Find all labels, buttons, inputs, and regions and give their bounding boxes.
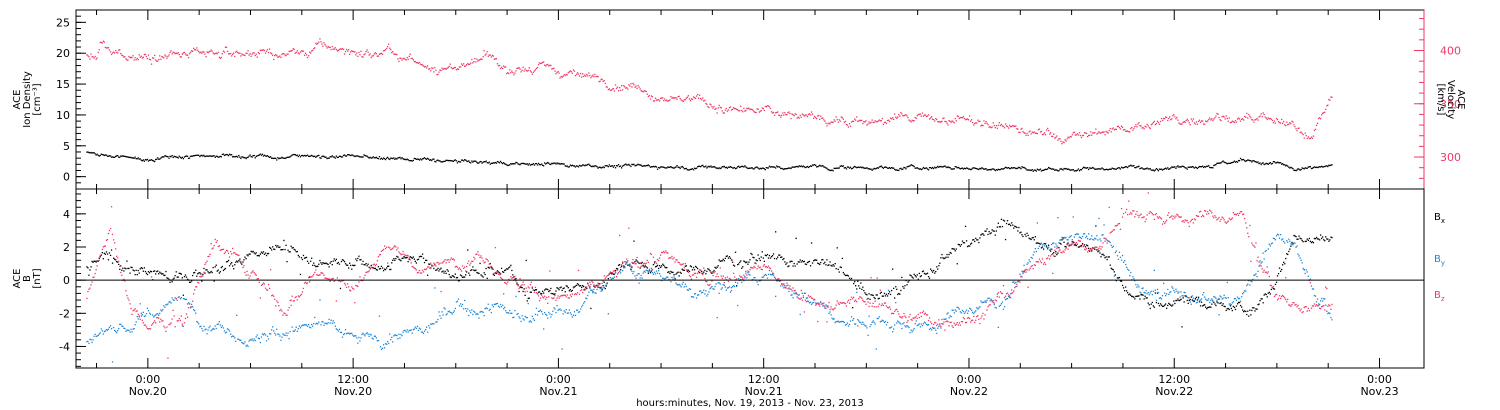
x-tick-time-label: 0:00 bbox=[957, 373, 982, 386]
x-tick-time-label: 12:00 bbox=[1158, 373, 1190, 386]
y-tick-label: 20 bbox=[56, 47, 70, 60]
y-tick-label: 15 bbox=[56, 78, 70, 91]
x-tick-time-label: 0:00 bbox=[135, 373, 160, 386]
plasma-series-0 bbox=[86, 38, 1333, 145]
data-layer bbox=[86, 38, 1333, 363]
field-series-0 bbox=[86, 218, 1333, 328]
x-tick-date-label: Nov.20 bbox=[334, 385, 372, 398]
text-layer: hours:minutes, Nov. 19, 2013 - Nov. 23, … bbox=[12, 16, 1466, 409]
y-tick-label: -4 bbox=[59, 340, 70, 353]
y2-tick-label: 350 bbox=[1440, 98, 1461, 111]
x-axis-title: hours:minutes, Nov. 19, 2013 - Nov. 23, … bbox=[636, 398, 864, 409]
legend-entry-y: By bbox=[1434, 254, 1445, 267]
panel-frame-1 bbox=[75, 188, 1425, 369]
y-tick-label: 0 bbox=[63, 274, 70, 287]
x-tick-date-label: Nov.22 bbox=[950, 385, 988, 398]
y2-tick-label: 400 bbox=[1440, 44, 1461, 57]
x-tick-date-label: Nov.22 bbox=[1155, 385, 1193, 398]
x-tick-time-label: 0:00 bbox=[546, 373, 571, 386]
x-tick-time-label: 12:00 bbox=[748, 373, 780, 386]
y-tick-label: 25 bbox=[56, 16, 70, 29]
x-tick-date-label: Nov.20 bbox=[129, 385, 167, 398]
plasma-series-1 bbox=[86, 151, 1333, 172]
field-axis-label: ACEB[nT] bbox=[12, 268, 43, 288]
y-tick-label: 4 bbox=[63, 208, 70, 221]
legend-entry-x: Bx bbox=[1434, 212, 1445, 225]
axes-layer bbox=[75, 9, 1425, 369]
y-tick-label: 5 bbox=[63, 140, 70, 153]
x-tick-date-label: Nov.21 bbox=[539, 385, 577, 398]
x-tick-time-label: 12:00 bbox=[337, 373, 369, 386]
x-tick-time-label: 0:00 bbox=[1367, 373, 1392, 386]
y-tick-label: 10 bbox=[56, 109, 70, 122]
y-tick-label: 0 bbox=[63, 171, 70, 184]
x-tick-date-label: Nov.21 bbox=[745, 385, 783, 398]
field-series-2 bbox=[86, 192, 1333, 359]
density-axis-label: ACEIon Density[cm⁻³] bbox=[12, 71, 43, 128]
velocity-axis-label: ACEVelocity[km/s] bbox=[1435, 80, 1466, 119]
y-tick-label: 2 bbox=[63, 241, 70, 254]
y-tick-label: -2 bbox=[59, 307, 70, 320]
y2-tick-label: 300 bbox=[1440, 151, 1461, 164]
x-tick-date-label: Nov.23 bbox=[1360, 385, 1398, 398]
legend-entry-z: Bz bbox=[1434, 290, 1445, 303]
